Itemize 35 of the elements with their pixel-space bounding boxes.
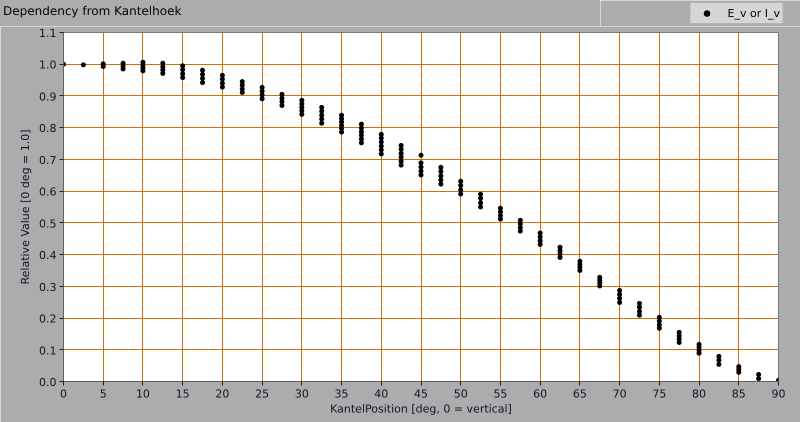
y-tick-label: 0.0 — [39, 376, 57, 389]
x-tick-label: 15 — [176, 388, 190, 400]
x-tick-label: 5 — [100, 388, 107, 400]
x-tick-label: 80 — [692, 388, 706, 400]
y-tick-label: 0.6 — [39, 186, 57, 199]
x-tick-label: 25 — [255, 388, 270, 400]
y-tick-label: 0.7 — [39, 154, 57, 167]
x-tick-label: 60 — [533, 388, 548, 400]
y-axis-title: Relative Value [0 deg = 1.0] — [19, 129, 32, 285]
x-axis-title: KantelPosition [deg, 0 = vertical] — [330, 402, 512, 416]
y-tick-label: 0.8 — [39, 122, 57, 136]
x-tick-label: 40 — [374, 388, 388, 400]
x-tick-label: 55 — [493, 388, 508, 400]
x-tick-label: 70 — [612, 388, 627, 400]
y-tick-label: 1.0 — [39, 58, 57, 72]
chart-title: Dependency from Kantelhoek — [3, 3, 182, 20]
y-tick-label: 0.4 — [39, 249, 57, 262]
x-tick-label: 20 — [215, 388, 230, 400]
x-tick-label: 45 — [414, 388, 428, 400]
x-tick-label: 30 — [294, 388, 309, 400]
x-tick-label: 65 — [572, 388, 587, 400]
y-tick-label: 0.5 — [39, 217, 57, 230]
x-tick-label: 0 — [60, 388, 67, 400]
legend-label: E_v or I_v — [728, 6, 780, 20]
x-tick-label: 75 — [652, 388, 666, 400]
x-tick-label: 90 — [772, 388, 786, 400]
x-tick-label: 10 — [136, 388, 150, 400]
y-tick-label: 1.1 — [39, 27, 57, 40]
x-tick-label: 85 — [732, 388, 746, 400]
x-tick-label: 35 — [334, 388, 349, 400]
y-tick-label: 0.3 — [39, 280, 57, 294]
y-tick-label: 0.9 — [39, 90, 57, 104]
y-tick-label: 0.1 — [39, 344, 57, 358]
y-tick-label: 0.2 — [39, 312, 57, 326]
x-tick-label: 50 — [454, 388, 468, 400]
